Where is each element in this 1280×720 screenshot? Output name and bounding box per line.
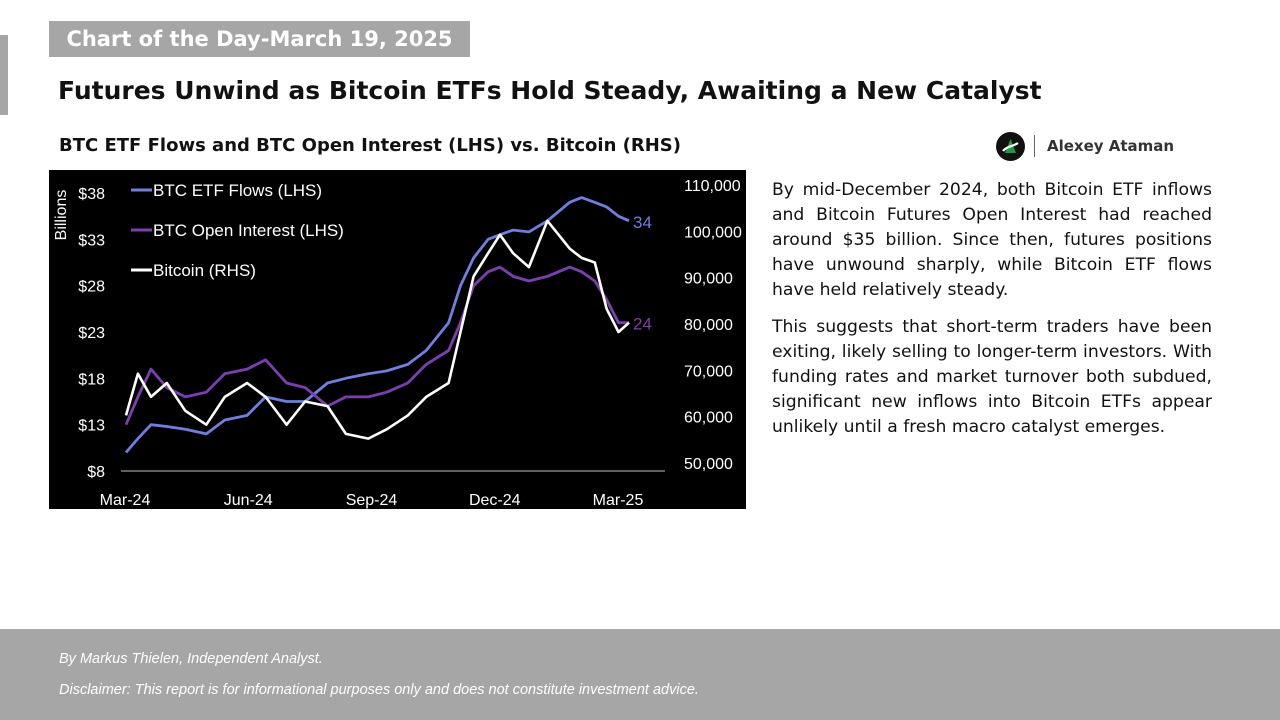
legend-label-btc: Bitcoin (RHS) [153, 261, 256, 280]
x-tick-label: Sep-24 [346, 492, 398, 509]
y-left-tick-label: $33 [78, 232, 105, 249]
x-tick-label: Mar-25 [593, 492, 644, 509]
y-left-tick-label: $13 [78, 418, 105, 435]
footer-byline: By Markus Thielen, Independent Analyst. [59, 651, 323, 667]
series-line-etf [124, 196, 630, 454]
chart-title: BTC ETF Flows and BTC Open Interest (LHS… [59, 135, 682, 156]
y-right-tick-label: 110,000 [684, 178, 741, 195]
author-separator [1034, 135, 1035, 157]
chart-container: $38 $33 $28 $23 $18 $13 $8 110,000 100,000 90,000… [49, 170, 746, 509]
footer-disclaimer: Disclaimer: This report is for informati… [59, 682, 699, 698]
y-right-tick-label: 50,000 [684, 456, 733, 473]
end-label-oi: 24 [633, 315, 652, 334]
x-tick-label: Mar-24 [100, 492, 151, 509]
y-right-tick-label: 100,000 [684, 224, 742, 241]
y-axis-label: Billions [53, 190, 70, 241]
y-right-tick-label: 80,000 [684, 317, 733, 334]
author-logo-icon [996, 131, 1025, 161]
y-right-tick-label: 70,000 [684, 363, 733, 380]
x-tick-label: Jun-24 [224, 492, 273, 509]
body-paragraph-1: By mid-December 2024, both Bitcoin ETF i… [772, 180, 1212, 300]
legend-label-etf: BTC ETF Flows (LHS) [153, 181, 322, 200]
y-left-tick-label: $38 [78, 186, 105, 203]
author-badge: Alexey Ataman [996, 131, 1174, 161]
y-right-tick-label: 60,000 [684, 410, 733, 427]
author-name: Alexey Ataman [1047, 137, 1175, 155]
y-left-tick-label: $23 [78, 325, 105, 342]
page-title: Futures Unwind as Bitcoin ETFs Hold Stea… [58, 76, 1042, 105]
y-right-tick-label: 90,000 [684, 271, 733, 288]
end-label-etf: 34 [633, 213, 652, 232]
series-line-btc [124, 219, 630, 440]
y-left-tick-label: $28 [78, 279, 105, 296]
left-accent-bar [0, 35, 8, 115]
article-body: By mid-December 2024, both Bitcoin ETF i… [772, 178, 1212, 452]
y-left-tick-label: $8 [87, 464, 105, 481]
body-paragraph-2: This suggests that short-term traders ha… [772, 317, 1212, 437]
x-tick-label: Dec-24 [469, 492, 521, 509]
footer: By Markus Thielen, Independent Analyst. … [0, 629, 1280, 720]
series-line-oi [124, 265, 629, 426]
legend-label-oi: BTC Open Interest (LHS) [153, 221, 344, 240]
line-chart: $38 $33 $28 $23 $18 $13 $8 110,000 100,000 90,000… [53, 178, 742, 509]
date-banner: Chart of the Day-March 19, 2025 [49, 21, 470, 57]
y-left-tick-label: $18 [78, 371, 105, 388]
